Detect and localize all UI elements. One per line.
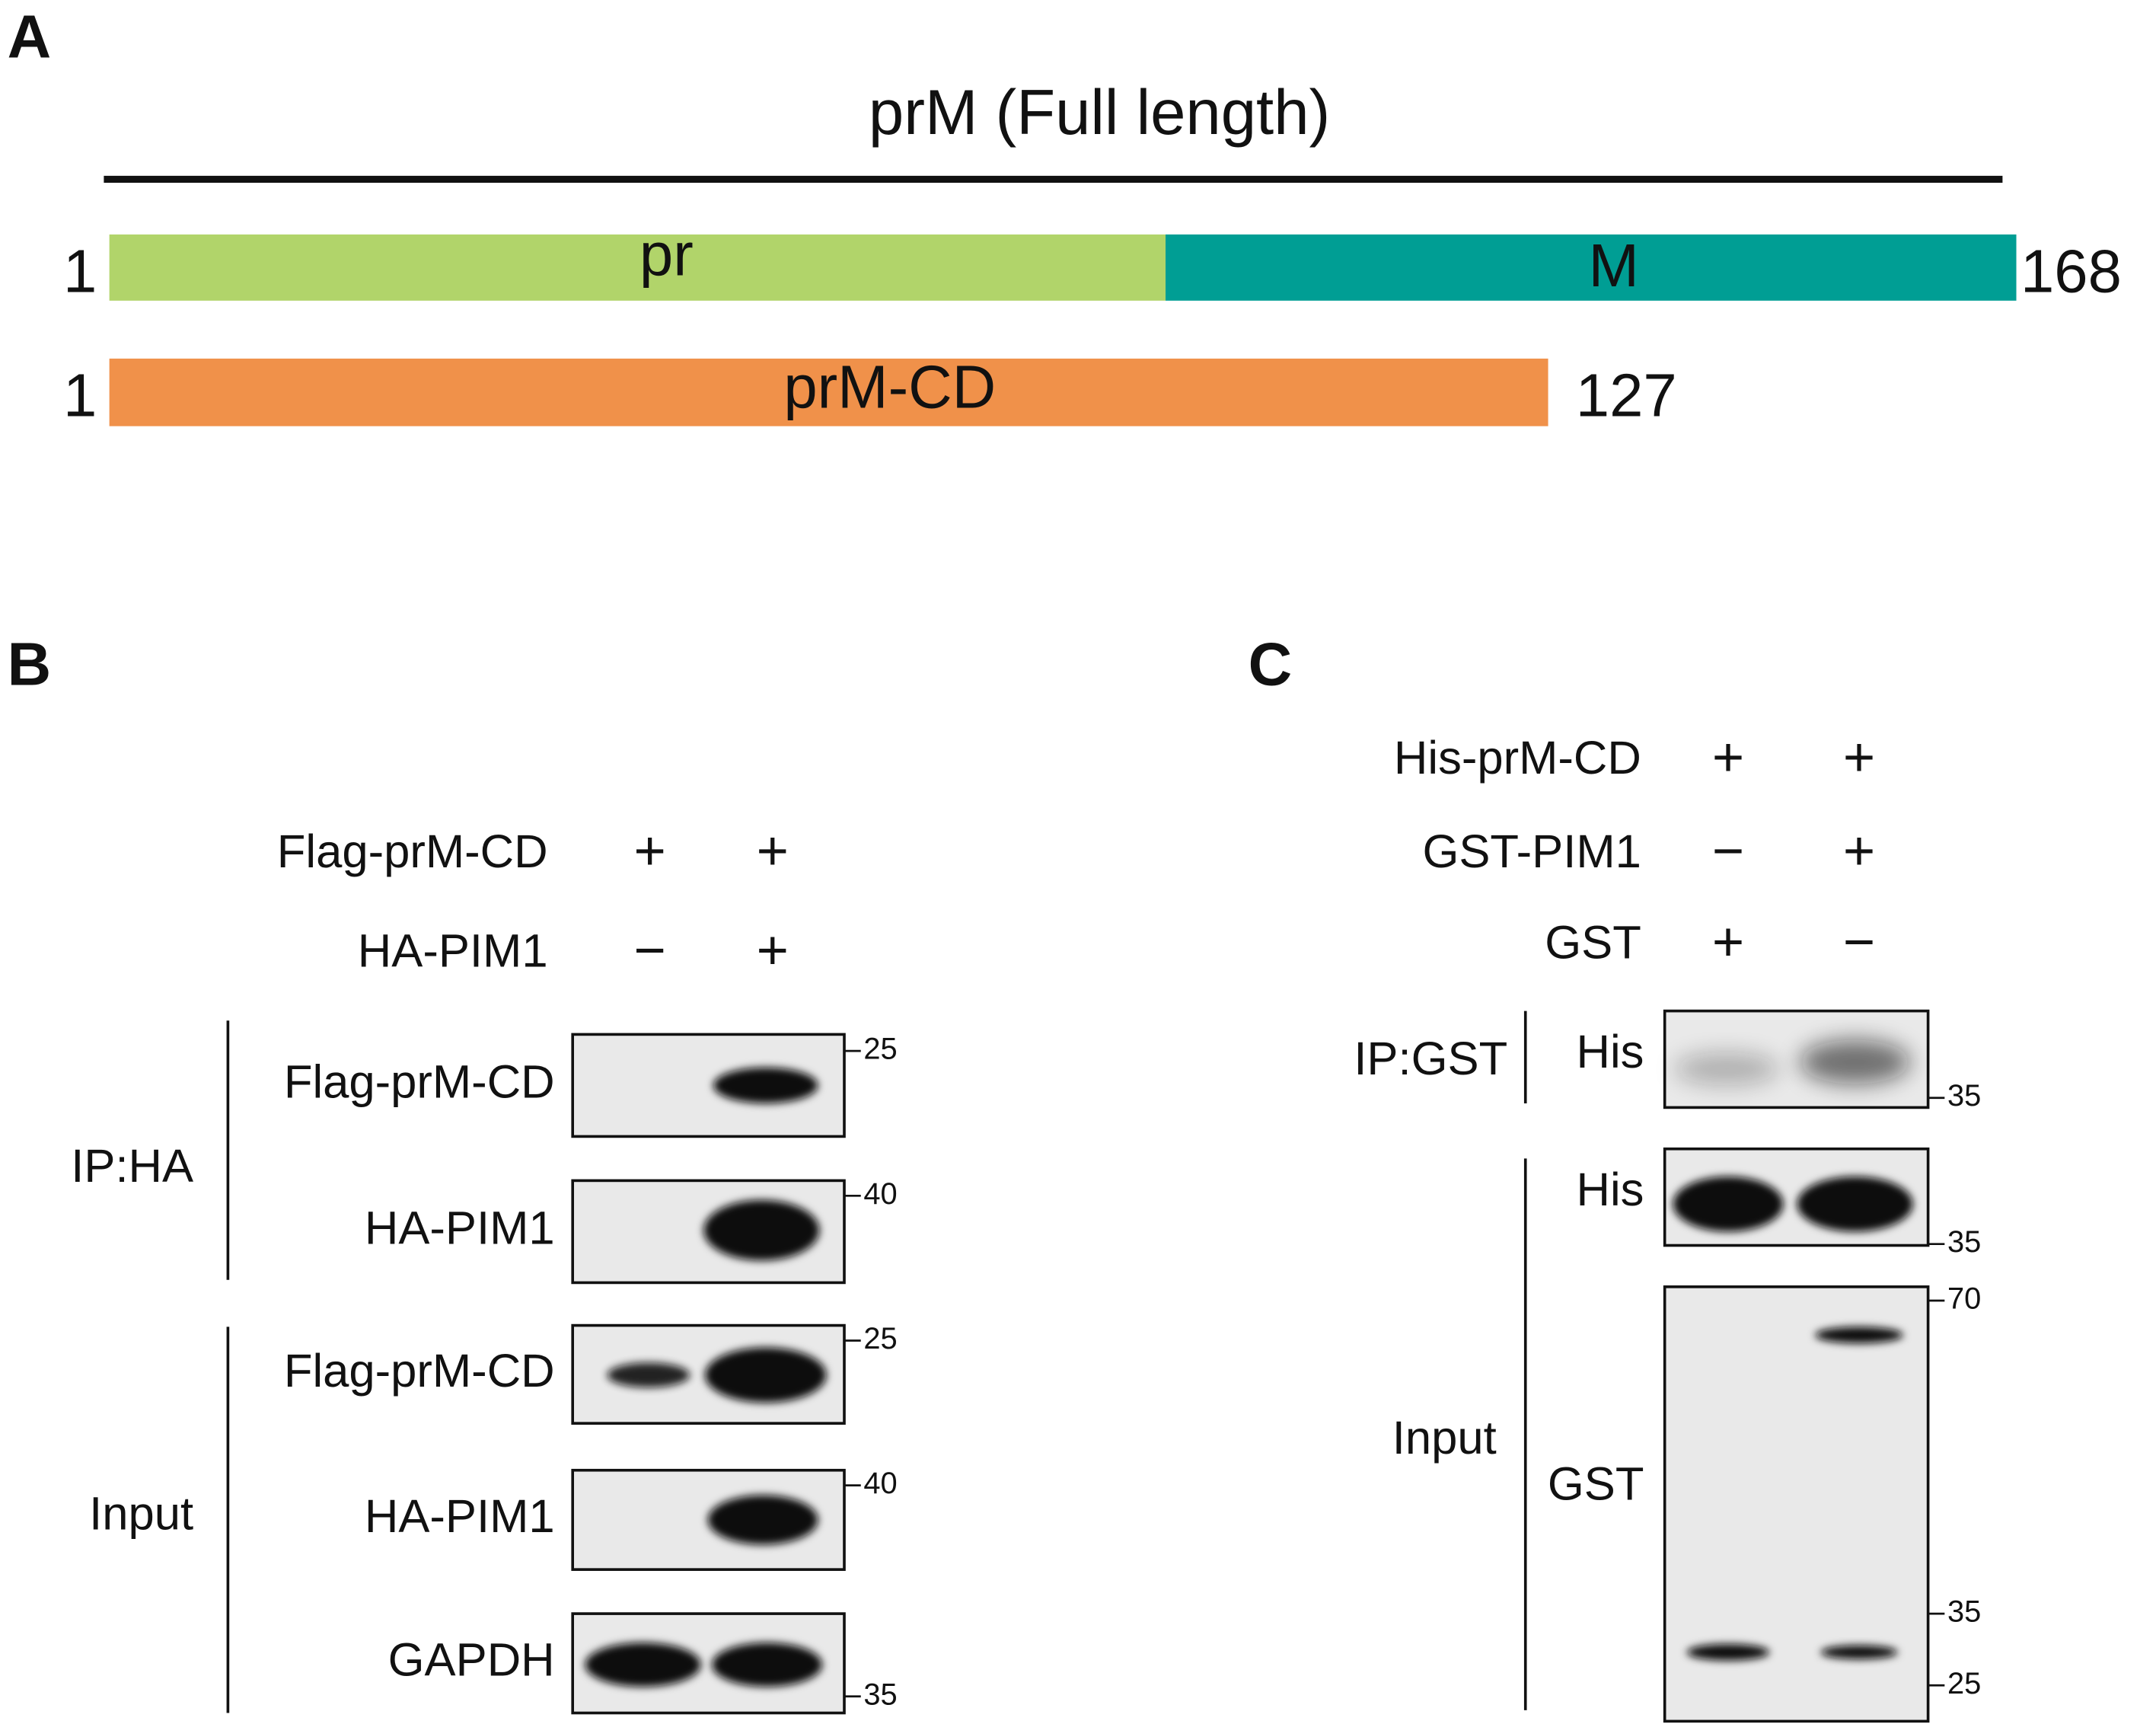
- group-label: Input: [89, 1488, 193, 1540]
- band: [1800, 1039, 1911, 1084]
- blot-label: His: [1577, 1026, 1644, 1078]
- panel-label: C: [1249, 630, 1293, 698]
- condition-sign: +: [633, 820, 665, 882]
- band: [1820, 1645, 1898, 1659]
- band: [585, 1643, 701, 1687]
- marker-label: 35: [863, 1678, 897, 1711]
- construct-label: prM-CD: [783, 353, 996, 420]
- residue-label: 127: [1576, 361, 1677, 429]
- blot-label: GAPDH: [388, 1634, 555, 1687]
- marker-label: 25: [863, 1033, 897, 1066]
- marker-label: 40: [863, 1467, 897, 1500]
- condition-sign: −: [1712, 820, 1744, 882]
- band: [1686, 1643, 1770, 1661]
- blot-label: Flag-prM-CD: [284, 1056, 555, 1109]
- condition-label: GST: [1545, 917, 1641, 969]
- construct-bar: [109, 358, 1548, 426]
- title: prM (Full length): [869, 77, 1330, 148]
- band: [712, 1643, 823, 1687]
- residue-label: 1: [63, 237, 97, 305]
- condition-sign: +: [1843, 726, 1875, 788]
- blot-label: HA-PIM1: [365, 1202, 555, 1255]
- condition-sign: +: [757, 820, 789, 882]
- marker-label: 35: [1947, 1595, 1981, 1629]
- condition-label: Flag-prM-CD: [277, 825, 548, 878]
- band: [703, 1199, 820, 1261]
- band: [1674, 1052, 1779, 1086]
- marker-label: 35: [1947, 1225, 1981, 1259]
- residue-label: 168: [2020, 237, 2122, 305]
- marker-label: 25: [863, 1322, 897, 1355]
- group-label: IP:GST: [1354, 1033, 1507, 1085]
- band: [1797, 1176, 1913, 1232]
- marker-label: 35: [1947, 1079, 1981, 1113]
- domain-label: M: [1588, 231, 1638, 299]
- condition-sign: +: [1712, 911, 1744, 973]
- blot-label: GST: [1548, 1458, 1644, 1511]
- blot-label: HA-PIM1: [365, 1490, 555, 1543]
- marker-label: 40: [863, 1177, 897, 1211]
- domain-bar: [1166, 234, 2017, 301]
- band: [705, 1347, 827, 1403]
- band: [1815, 1327, 1904, 1344]
- group-label: IP:HA: [71, 1140, 193, 1192]
- condition-sign: +: [1843, 820, 1875, 882]
- band: [1673, 1176, 1784, 1232]
- condition-label: His-prM-CD: [1394, 732, 1641, 784]
- blot-label: Flag-prM-CD: [284, 1345, 555, 1397]
- band: [607, 1362, 690, 1388]
- band: [713, 1067, 818, 1103]
- domain-label: pr: [639, 221, 694, 289]
- residue-label: 1: [63, 361, 97, 429]
- panel-label: B: [8, 630, 52, 698]
- domain-bar: [109, 234, 1166, 301]
- blot-label: His: [1577, 1164, 1644, 1216]
- condition-sign: −: [633, 919, 665, 981]
- condition-label: GST-PIM1: [1422, 825, 1641, 878]
- band: [707, 1495, 818, 1545]
- group-label: Input: [1392, 1412, 1497, 1464]
- condition-sign: +: [1712, 726, 1744, 788]
- condition-label: HA-PIM1: [358, 925, 548, 978]
- panel-label: A: [8, 2, 52, 70]
- marker-label: 25: [1947, 1667, 1981, 1700]
- marker-label: 70: [1947, 1282, 1981, 1315]
- condition-sign: −: [1843, 911, 1875, 973]
- condition-sign: +: [757, 919, 789, 981]
